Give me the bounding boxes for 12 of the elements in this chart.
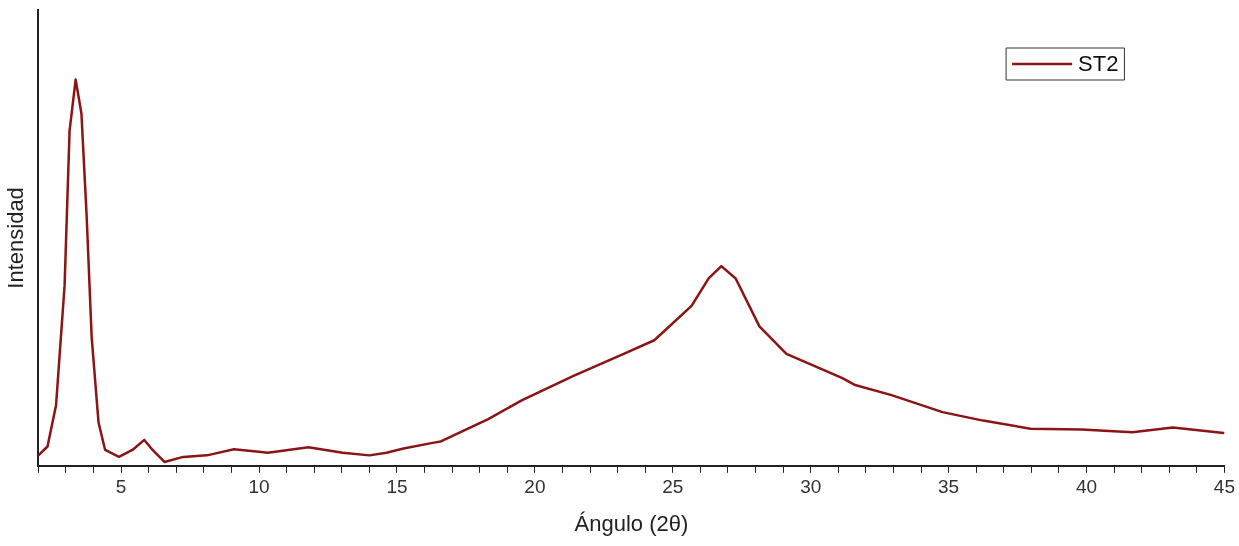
x-tick-label: 40 — [1075, 476, 1098, 498]
y-axis-title: Intensidad — [3, 187, 29, 289]
x-tick-label: 20 — [524, 476, 546, 498]
x-tick-label: 10 — [248, 476, 270, 498]
legend-label: ST2 — [1078, 51, 1119, 77]
x-tick-label: 35 — [938, 476, 960, 498]
x-axis-title: Ángulo (2θ) — [574, 510, 689, 536]
x-tick-label: 15 — [386, 476, 408, 498]
x-tick-label: 30 — [800, 476, 822, 498]
x-tick-label: 45 — [1213, 476, 1235, 498]
x-tick-label: 5 — [115, 476, 127, 498]
x-tick-label: 25 — [662, 476, 684, 498]
